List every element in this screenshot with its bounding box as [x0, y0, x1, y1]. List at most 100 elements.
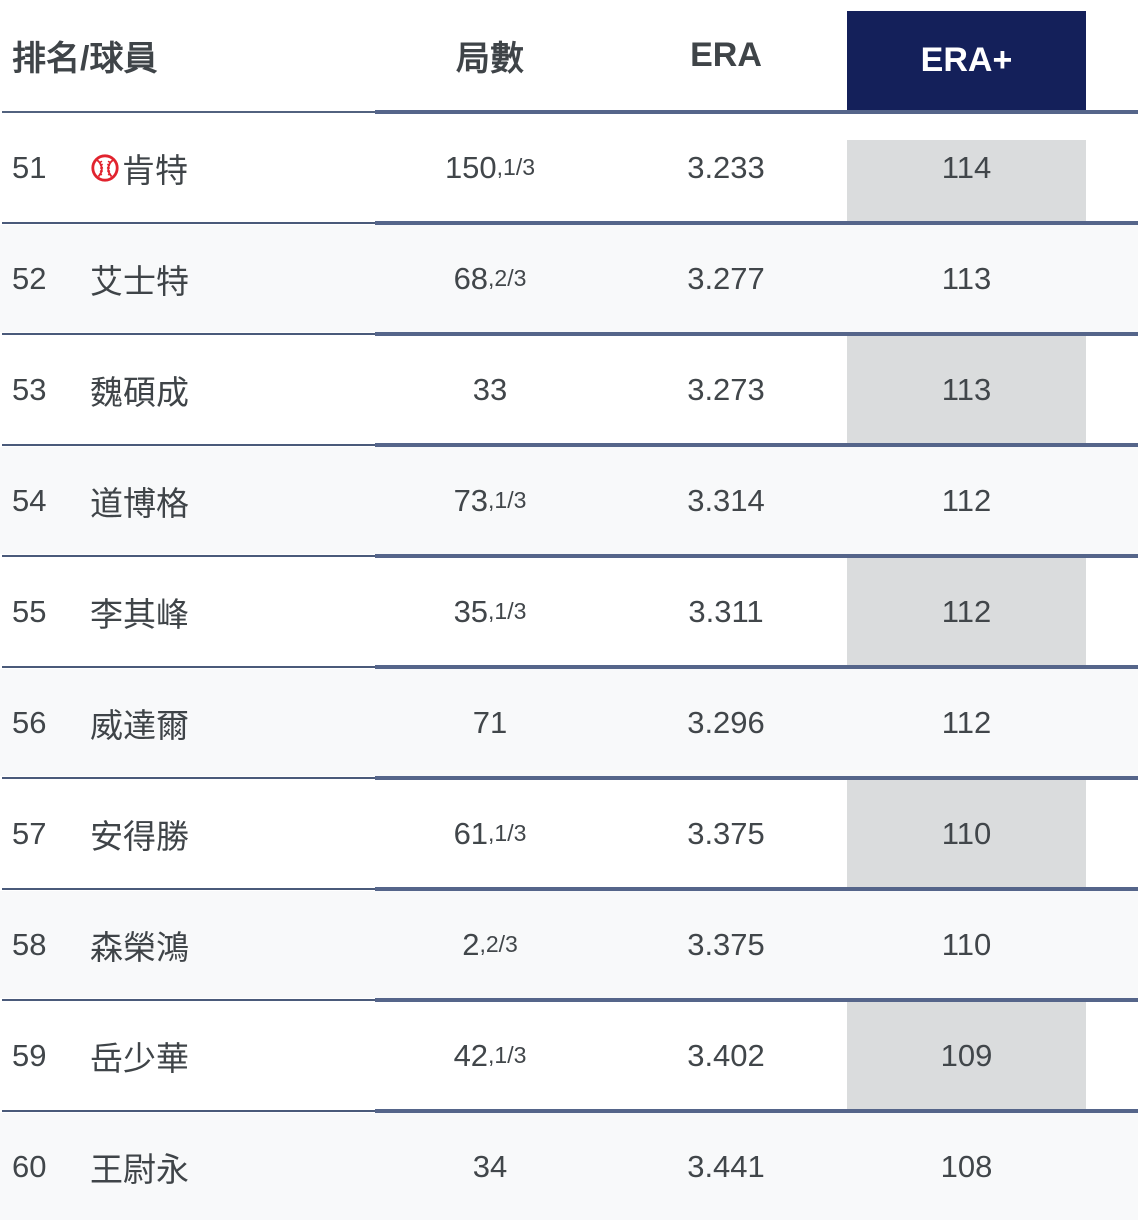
- player-name-cell[interactable]: 肯特: [90, 144, 188, 192]
- cell-rank-name: 59 岳少華: [0, 1032, 375, 1080]
- era-plus-value: 114: [941, 149, 992, 185]
- row-divider-left-segment: [2, 1110, 375, 1112]
- table-row[interactable]: 59 岳少華 42,1/3 3.402 109: [0, 1002, 1138, 1109]
- rank-value: 59: [12, 1037, 47, 1073]
- player-name-cell[interactable]: 王尉永: [90, 1143, 189, 1191]
- cell-rank-name: 52 艾士特: [0, 254, 375, 303]
- player-name-cell[interactable]: 威達爾: [90, 699, 189, 747]
- innings-fraction: ,1/3: [496, 154, 536, 180]
- player-name-label: 道博格: [90, 484, 189, 522]
- rank-value: 53: [12, 371, 47, 407]
- era-value: 3.402: [687, 1037, 765, 1073]
- cell-rank-name: 56 威達爾: [0, 698, 375, 747]
- row-divider-left-segment: [2, 555, 375, 557]
- player-name-cell[interactable]: 安得勝: [90, 810, 189, 858]
- cell-innings: 61,1/3: [375, 816, 605, 852]
- table-row[interactable]: 51 肯特 150,1/3 3.233 114: [0, 114, 1138, 221]
- cell-innings: 34: [375, 1148, 605, 1185]
- era-value: 3.375: [687, 815, 765, 851]
- cell-era: 3.233: [605, 150, 847, 186]
- table-row[interactable]: 52 艾士特 68,2/3 3.277 113: [0, 225, 1138, 332]
- row-divider: [0, 665, 1138, 669]
- baseball-icon: [90, 153, 120, 183]
- cell-era-plus: 113: [847, 261, 1086, 297]
- cell-era-plus: 109: [847, 1038, 1086, 1074]
- player-name-cell[interactable]: 森榮鴻: [90, 921, 189, 969]
- player-name-label: 森榮鴻: [90, 928, 189, 966]
- era-plus-value: 110: [941, 926, 992, 962]
- player-name-cell[interactable]: 魏碩成: [90, 366, 189, 414]
- innings-whole: 150: [444, 149, 497, 185]
- innings-whole: 61: [453, 815, 489, 851]
- cell-rank-name: 54 道博格: [0, 476, 375, 525]
- rank-value: 57: [12, 815, 47, 851]
- cell-innings: 35,1/3: [375, 594, 605, 630]
- era-plus-value: 108: [940, 1148, 993, 1184]
- innings-fraction: ,2/3: [479, 931, 518, 957]
- row-divider-right-segment: [375, 443, 1138, 447]
- header-divider: [0, 110, 1138, 114]
- innings-fraction: ,1/3: [488, 820, 527, 846]
- cell-era-plus: 112: [847, 594, 1086, 630]
- row-divider-left-segment: [2, 888, 375, 890]
- player-name-label: 安得勝: [90, 817, 189, 855]
- table-row[interactable]: 60 王尉永 34 3.441 108: [0, 1113, 1138, 1220]
- column-header-rank-name-label: 排名/球員: [12, 39, 158, 78]
- row-divider-right-segment: [375, 1109, 1138, 1113]
- innings-whole: 71: [472, 704, 508, 740]
- era-plus-value: 113: [941, 371, 992, 407]
- player-name-label: 肯特: [122, 151, 188, 189]
- row-divider: [0, 776, 1138, 780]
- row-divider-right-segment: [375, 776, 1138, 780]
- column-header-era[interactable]: ERA: [605, 36, 847, 75]
- row-divider-left-segment: [2, 999, 375, 1001]
- rank-value: 52: [12, 260, 47, 296]
- rank-value: 55: [12, 593, 47, 629]
- player-name-cell[interactable]: 艾士特: [90, 255, 189, 303]
- era-plus-value: 110: [941, 815, 992, 851]
- era-plus-value: 112: [941, 482, 992, 518]
- row-divider-left-segment: [2, 444, 375, 446]
- era-value: 3.441: [687, 1148, 765, 1184]
- cell-innings: 33: [375, 372, 605, 408]
- innings-whole: 34: [472, 1148, 508, 1184]
- table-row[interactable]: 56 威達爾 71 3.296 112: [0, 669, 1138, 776]
- cell-era: 3.375: [605, 926, 847, 963]
- era-plus-value: 112: [941, 593, 992, 629]
- player-name-cell[interactable]: 岳少華: [90, 1032, 189, 1080]
- innings-fraction: ,1/3: [488, 598, 527, 624]
- rank-value: 54: [12, 482, 47, 518]
- column-header-innings-label: 局數: [456, 39, 524, 78]
- innings-whole: 42: [453, 1037, 489, 1073]
- column-header-rank-name[interactable]: 排名/球員: [0, 31, 375, 80]
- cell-rank-name: 60 王尉永: [0, 1142, 375, 1191]
- era-value: 3.277: [687, 260, 765, 296]
- cell-innings: 68,2/3: [375, 260, 605, 297]
- player-name-label: 李其峰: [90, 595, 189, 633]
- table-row[interactable]: 57 安得勝 61,1/3 3.375 110: [0, 780, 1138, 887]
- innings-fraction: ,2/3: [488, 265, 527, 291]
- table-row[interactable]: 53 魏碩成 33 3.273 113: [0, 336, 1138, 443]
- cell-era-plus: 114: [847, 150, 1086, 186]
- cell-innings: 2,2/3: [375, 926, 605, 963]
- player-name-label: 岳少華: [90, 1039, 189, 1077]
- cell-era-plus: 113: [847, 372, 1086, 408]
- table-row[interactable]: 58 森榮鴻 2,2/3 3.375 110: [0, 891, 1138, 998]
- table-row[interactable]: 55 李其峰 35,1/3 3.311 112: [0, 558, 1138, 665]
- era-value: 3.273: [687, 371, 765, 407]
- cell-innings: 42,1/3: [375, 1038, 605, 1074]
- cell-era: 3.277: [605, 260, 847, 297]
- era-value: 3.311: [688, 593, 764, 629]
- row-divider-right-segment: [375, 221, 1138, 225]
- column-header-era-label: ERA: [690, 35, 762, 74]
- player-name-cell[interactable]: 李其峰: [90, 588, 189, 636]
- row-divider: [0, 221, 1138, 225]
- cell-era-plus: 110: [847, 927, 1086, 963]
- player-name-cell[interactable]: 道博格: [90, 477, 189, 525]
- table-header-row: 排名/球員 局數 ERA ERA+: [0, 0, 1138, 110]
- player-name-label: 艾士特: [90, 262, 189, 300]
- table-row[interactable]: 54 道博格 73,1/3 3.314 112: [0, 447, 1138, 554]
- row-divider: [0, 443, 1138, 447]
- column-header-era-plus[interactable]: ERA+: [847, 11, 1086, 110]
- column-header-innings[interactable]: 局數: [375, 31, 605, 80]
